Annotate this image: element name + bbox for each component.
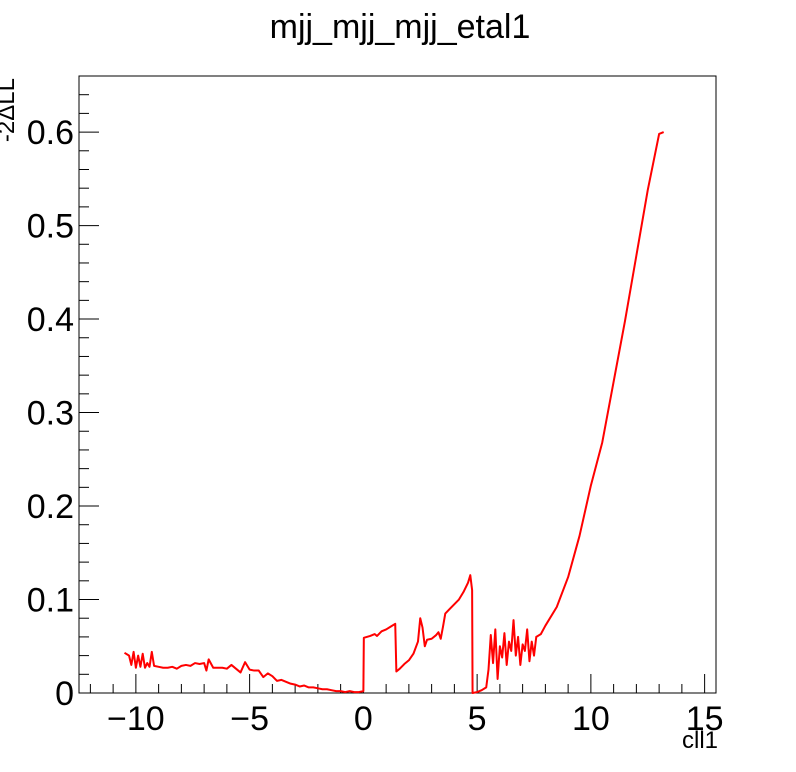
x-tick-label: −10 — [107, 700, 165, 738]
y-tick-label: 0.5 — [27, 208, 74, 246]
x-axis-title: cll1 — [682, 727, 718, 754]
y-axis-title-group: -2ΔLL — [0, 78, 20, 142]
y-axis-title: -2ΔLL — [0, 78, 20, 142]
chart-title: mjj_mjj_mjj_etal1 — [270, 8, 531, 46]
y-tick-label: 0.6 — [27, 114, 74, 152]
y-tick-label: 0 — [55, 675, 74, 713]
x-tick-label: −5 — [230, 700, 269, 738]
y-tick-label: 0.2 — [27, 488, 74, 526]
y-tick-label: 0.4 — [27, 301, 74, 339]
x-tick-label: 15 — [686, 700, 724, 738]
x-tick-label: 5 — [468, 700, 487, 738]
plot-area: −10 −5 0 5 10 15 0 0.1 0.2 0.3 0.4 0.5 0.6 — [27, 75, 724, 738]
series-line — [123, 131, 665, 694]
plot-frame — [78, 75, 717, 694]
x-tick-label: 10 — [572, 700, 610, 738]
y-tick-label: 0.1 — [27, 582, 74, 620]
x-tick-label: 0 — [354, 700, 373, 738]
y-tick-label: 0.3 — [27, 395, 74, 433]
